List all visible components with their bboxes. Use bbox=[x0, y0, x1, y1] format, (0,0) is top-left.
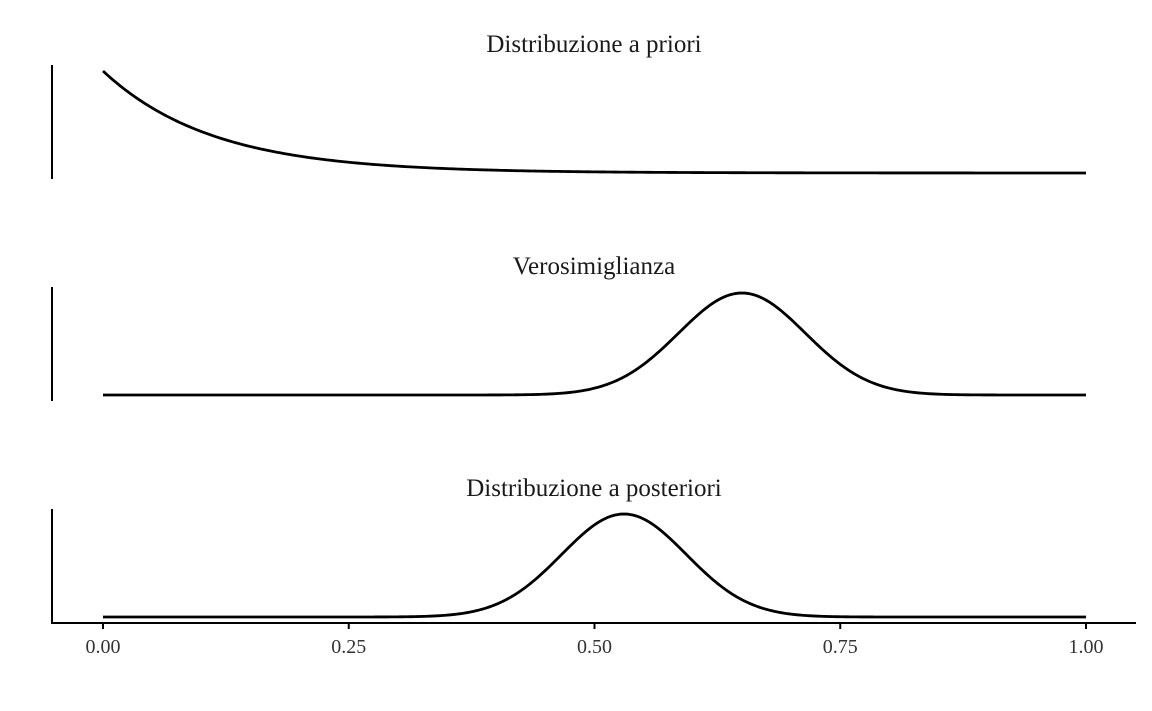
posterior-curve bbox=[103, 512, 1086, 619]
x-tick-label: 0.00 bbox=[86, 636, 121, 658]
panel-likelihood: Verosimiglianza bbox=[51, 253, 1086, 401]
x-axis-ticks: 0.00 0.25 0.50 0.75 1.00 bbox=[86, 623, 1104, 658]
panel-prior-title: Distribuzione a priori bbox=[486, 31, 701, 58]
panel-posterior: Distribuzione a posteriori 0.00 0.25 0.50 0… bbox=[51, 475, 1136, 658]
panel-prior: Distribuzione a priori bbox=[51, 31, 1086, 179]
x-tick-label: 0.50 bbox=[577, 636, 612, 658]
panel-likelihood-title: Verosimiglianza bbox=[513, 253, 675, 280]
x-tick-label: 0.75 bbox=[823, 636, 858, 658]
x-tick-label: 0.25 bbox=[331, 636, 366, 658]
likelihood-curve bbox=[103, 291, 1086, 397]
prior-curve bbox=[102, 69, 1086, 175]
x-tick-label: 1.00 bbox=[1069, 636, 1104, 658]
panel-posterior-title: Distribuzione a posteriori bbox=[466, 475, 722, 502]
